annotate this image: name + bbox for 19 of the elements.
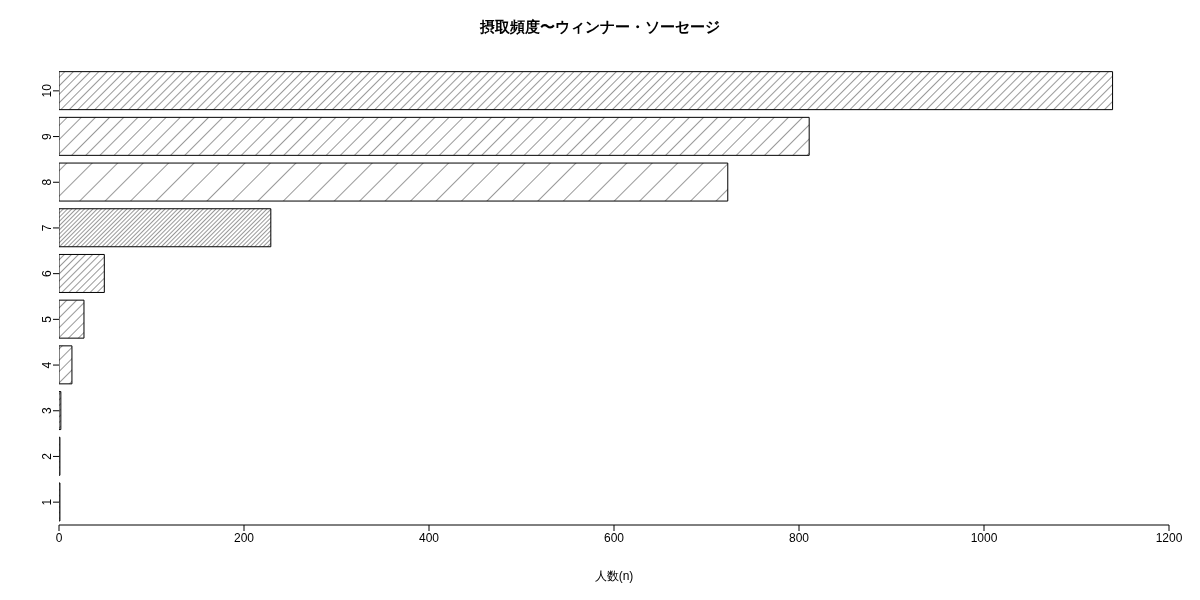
x-tick-label: 200: [233, 530, 255, 545]
y-tick-label: 5: [40, 315, 54, 323]
y-tick-label: 9: [40, 132, 54, 140]
x-tick-label: 400: [418, 530, 440, 545]
y-tick-label: 4: [40, 361, 54, 369]
x-tick-label: 1000: [970, 530, 998, 545]
chart-title: 摂取頻度〜ウィンナー・ソーセージ: [479, 18, 721, 37]
y-tick-label: 7: [40, 224, 54, 232]
y-tick-label: 3: [40, 407, 54, 415]
x-axis-title: 人数(n): [594, 569, 634, 583]
y-tick-label: 6: [40, 269, 54, 277]
y-tick-label: 1: [40, 498, 54, 506]
x-tick-label: 1200: [1155, 530, 1183, 545]
x-tick-label: 600: [603, 530, 625, 545]
x-tick-label: 0: [55, 530, 63, 545]
y-tick-label: 8: [40, 178, 54, 186]
y-tick-label: 2: [40, 452, 54, 460]
x-tick-label: 800: [788, 530, 810, 545]
y-tick-label: 10: [40, 83, 54, 98]
